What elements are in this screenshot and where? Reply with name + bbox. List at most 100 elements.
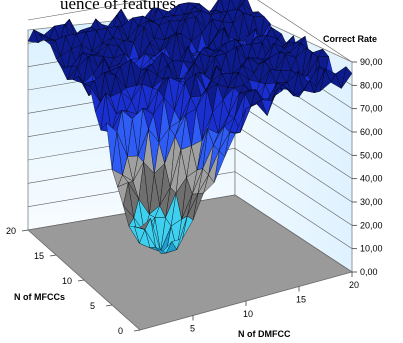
surface-facet — [165, 241, 177, 254]
surface-facet — [154, 38, 166, 52]
surface-facet — [80, 26, 92, 33]
surface-facet — [121, 109, 133, 157]
surface-facet — [96, 27, 108, 44]
surface-facet — [190, 95, 202, 110]
surface-facet — [226, 8, 238, 24]
surface-facet — [314, 68, 326, 93]
surface-facet — [250, 99, 262, 107]
surface-facet — [255, 35, 268, 43]
surface-facet — [167, 4, 180, 16]
surface-mesh — [27, 0, 353, 254]
surface-facet — [253, 60, 265, 83]
surface-facet — [170, 149, 182, 194]
surface-facet — [209, 0, 220, 13]
surface-facet — [116, 131, 128, 175]
z-tick-label: 20,00 — [360, 220, 383, 230]
surface-facet — [147, 89, 159, 115]
x-tick-label: 10 — [243, 309, 253, 319]
surface-facet — [200, 10, 212, 33]
surface-facet — [61, 65, 73, 81]
surface-facet — [152, 78, 164, 91]
surface-facet — [130, 58, 142, 87]
surface-facet — [157, 64, 168, 80]
surface-facet — [179, 12, 191, 22]
surface-facet — [184, 6, 195, 15]
surface-facet — [335, 66, 347, 90]
surface-facet — [139, 229, 151, 249]
surface-facet — [132, 162, 144, 199]
surface-facet — [201, 112, 213, 141]
z-tick-label: 30,00 — [360, 197, 383, 207]
surface-facet — [169, 120, 181, 137]
x-tick-label: 20 — [349, 280, 359, 290]
surface-facet — [151, 51, 163, 76]
surface-facet — [136, 68, 147, 86]
surface-facet — [200, 80, 212, 97]
surface-facet — [115, 75, 127, 93]
surface-facet — [269, 69, 281, 84]
surface-facet — [240, 106, 252, 133]
surface-facet — [71, 52, 83, 68]
surface-facet — [128, 225, 140, 244]
surface-facet — [213, 126, 225, 152]
surface-facet — [117, 182, 129, 207]
surface-facet — [215, 53, 227, 71]
surface-facet — [159, 187, 171, 219]
surface-facet — [91, 43, 103, 54]
surface-facet — [110, 91, 122, 115]
surface-facet — [132, 15, 144, 27]
surface-facet — [107, 44, 119, 59]
surface-facet — [144, 217, 156, 248]
surface-facet — [214, 43, 226, 51]
surface-facet — [204, 56, 216, 81]
surface-facet — [279, 51, 291, 55]
surface-facet — [104, 72, 116, 97]
surface-facet — [280, 70, 292, 84]
surface-facet — [292, 90, 304, 98]
surface-facet — [169, 20, 181, 35]
surface-facet — [39, 34, 51, 41]
surface-facet — [223, 117, 235, 133]
z-axis-ticks: 0,00 10,00 20,00 30,00 40,00 50,00 60,00 70,00 8… — [352, 57, 383, 277]
surface-facet — [244, 89, 256, 108]
surface-facet — [141, 83, 153, 109]
surface-facet — [157, 76, 169, 99]
surface-facet — [122, 174, 134, 183]
surface-facet — [154, 163, 165, 206]
surface-facet — [276, 82, 288, 85]
surface-facet — [165, 32, 177, 63]
surface-facet — [132, 107, 144, 157]
surface-facet — [164, 136, 176, 188]
y-tick-label: 5 — [90, 301, 95, 311]
surface-facet — [83, 80, 96, 86]
surface-facet — [75, 31, 87, 46]
x-axis-ticks: 5 10 15 20 — [190, 272, 359, 334]
surface-facet — [237, 71, 250, 86]
z-tick-label: 90,00 — [360, 57, 383, 67]
surface-facet — [253, 16, 265, 42]
surface-facet — [65, 33, 77, 50]
surface-facet — [149, 42, 161, 56]
surface-facet — [141, 63, 152, 70]
surface-facet — [248, 79, 260, 100]
surface-facet — [109, 65, 121, 76]
y-tick-mark — [105, 304, 113, 307]
surface-facet — [78, 76, 90, 96]
surface-facet — [179, 96, 191, 122]
surface-facet — [142, 15, 154, 22]
surface-facet — [106, 122, 118, 170]
surface-facet — [242, 64, 254, 81]
surface-facet — [217, 83, 229, 101]
surface-facet — [242, 2, 253, 18]
surface-facet — [203, 47, 215, 58]
surface-facet — [168, 76, 180, 111]
z-tick-label: 0,00 — [360, 267, 378, 277]
surface-facet — [251, 42, 263, 61]
surface-facet — [222, 21, 234, 38]
surface-facet — [227, 72, 239, 88]
surface-facet — [229, 131, 241, 134]
surface-facet — [222, 87, 234, 116]
surface-facet — [176, 215, 188, 250]
surface-facet — [92, 54, 104, 68]
